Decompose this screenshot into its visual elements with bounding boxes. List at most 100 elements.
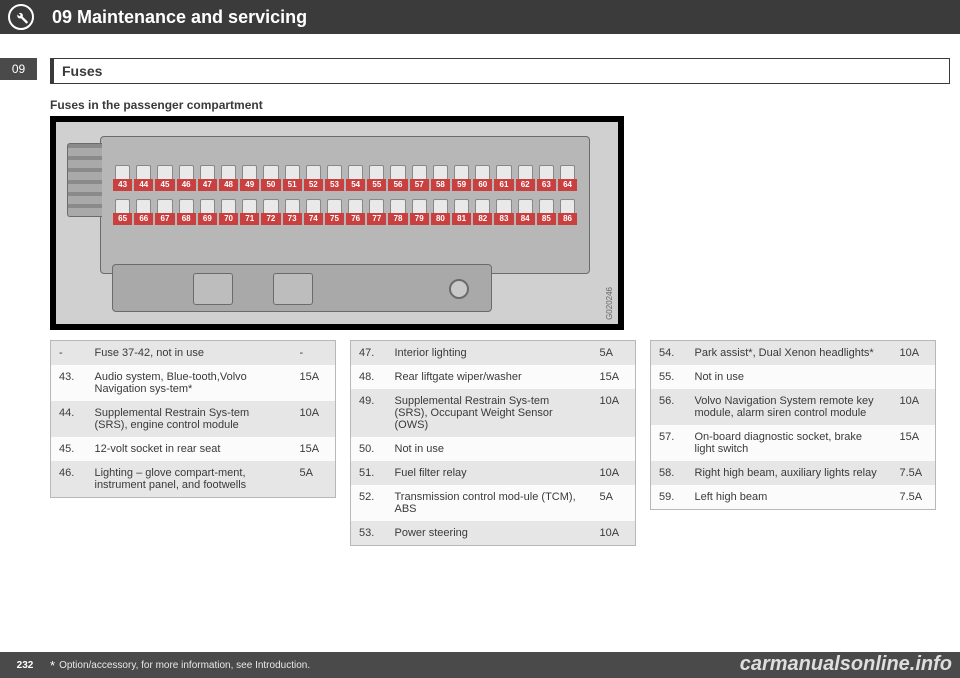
fuse-desc: Supplemental Restrain Sys-tem (SRS), eng… [87, 401, 292, 437]
fuse-number: 47. [351, 341, 387, 366]
fuse-number-label: 86 [558, 213, 577, 225]
fuse-slot: 74 [304, 199, 323, 225]
fuse-number-label: 50 [261, 179, 280, 191]
fuse-number-label: 63 [537, 179, 556, 191]
fuse-table-col2: 47.Interior lighting 5A 48.Rear liftgate w… [350, 340, 636, 546]
fuse-desc: Left high beam [687, 485, 892, 510]
fuse-desc: Interior lighting [387, 341, 592, 366]
fuse-number: 50. [351, 437, 387, 461]
fuse-slot: 50 [261, 165, 280, 191]
table-row: 53.Power steering10A [351, 521, 636, 546]
fuse-number: 55. [651, 365, 687, 389]
fuse-number: 48. [351, 365, 387, 389]
fuse-number-label: 75 [325, 213, 344, 225]
fuse-number: 54. [651, 341, 687, 366]
fuse-number-label: 71 [240, 213, 259, 225]
footnote-text: Option/accessory, for more information, … [59, 660, 310, 671]
fuse-amp: 10A [592, 389, 636, 437]
fuse-slot: 63 [537, 165, 556, 191]
table-row: 48.Rear liftgate wiper/washer15A [351, 365, 636, 389]
fuse-amp: - [292, 341, 336, 366]
fuse-amp: 10A [892, 389, 936, 425]
fuse-slot: 86 [558, 199, 577, 225]
table-row: 50.Not in use [351, 437, 636, 461]
fuse-number-label: 58 [431, 179, 450, 191]
section-title: Fuses [50, 58, 950, 84]
fuse-number-label: 51 [283, 179, 302, 191]
fuse-desc: 12-volt socket in rear seat [87, 437, 292, 461]
fuse-slot: 77 [367, 199, 386, 225]
fuse-number-label: 44 [134, 179, 153, 191]
fuse-slot: 76 [346, 199, 365, 225]
table-row: 49.Supplemental Restrain Sys-tem (SRS), … [351, 389, 636, 437]
fuse-slot: 79 [410, 199, 429, 225]
fuse-slot: 67 [155, 199, 174, 225]
fuse-desc: Park assist*, Dual Xenon headlights* [687, 341, 892, 366]
fuse-slot: 72 [261, 199, 280, 225]
fuse-number-label: 54 [346, 179, 365, 191]
fuse-number-label: 47 [198, 179, 217, 191]
fuse-slot: 62 [516, 165, 535, 191]
fuse-slot: 71 [240, 199, 259, 225]
fuse-number-label: 57 [410, 179, 429, 191]
fuse-slot: 52 [304, 165, 323, 191]
fuse-number-label: 82 [473, 213, 492, 225]
fuse-number: 46. [51, 461, 87, 498]
fuse-number: 53. [351, 521, 387, 546]
table-row: 58.Right high beam, auxiliary lights rel… [651, 461, 936, 485]
fuse-slot: 46 [177, 165, 196, 191]
fuse-slot: 49 [240, 165, 259, 191]
fuse-number: 56. [651, 389, 687, 425]
fuse-slot: 44 [134, 165, 153, 191]
fuse-desc: Rear liftgate wiper/washer [387, 365, 592, 389]
fuse-number: 52. [351, 485, 387, 521]
page-content: Fuses in the passenger compartment 43444… [50, 98, 950, 546]
fuse-number: 49. [351, 389, 387, 437]
fuse-slot: 58 [431, 165, 450, 191]
fuse-number: - [51, 341, 87, 366]
table-row: 54.Park assist*, Dual Xenon headlights*1… [651, 341, 936, 366]
table-row: 59.Left high beam7.5A [651, 485, 936, 510]
fuse-desc: Fuel filter relay [387, 461, 592, 485]
fuse-tables: -Fuse 37-42, not in use-43.Audio system,… [50, 340, 950, 546]
diagram-code: G020246 [605, 287, 614, 320]
fuse-desc: Right high beam, auxiliary lights relay [687, 461, 892, 485]
fuse-rows: 4344454647484950515253545556575859606162… [113, 165, 577, 233]
fuse-slot: 70 [219, 199, 238, 225]
fuse-amp: 5A [592, 485, 636, 521]
table-row: 46.Lighting – glove compart-ment, instru… [51, 461, 336, 498]
page-number: 232 [0, 660, 50, 671]
fuse-amp: 15A [292, 437, 336, 461]
fuse-amp [892, 365, 936, 389]
fuse-desc: Supplemental Restrain Sys-tem (SRS), Occ… [387, 389, 592, 437]
table-row: 51.Fuel filter relay10A [351, 461, 636, 485]
fuse-number-label: 43 [113, 179, 132, 191]
fuse-slot: 73 [283, 199, 302, 225]
fuse-amp: 15A [292, 365, 336, 401]
fuse-slot: 83 [494, 199, 513, 225]
fuse-row-bottom: 6566676869707172737475767778798081828384… [113, 199, 577, 225]
fuse-amp: 10A [592, 461, 636, 485]
fuse-amp: 15A [592, 365, 636, 389]
wrench-icon [8, 4, 34, 30]
fuse-slot: 54 [346, 165, 365, 191]
fuse-number: 44. [51, 401, 87, 437]
fuse-number-label: 70 [219, 213, 238, 225]
fuse-slot: 53 [325, 165, 344, 191]
section-title-wrap: Fuses [50, 58, 950, 84]
fuse-number: 57. [651, 425, 687, 461]
fuse-slot: 57 [410, 165, 429, 191]
fuse-desc: Not in use [387, 437, 592, 461]
fuse-slot: 66 [134, 199, 153, 225]
fuse-number-label: 61 [494, 179, 513, 191]
fuse-slot: 43 [113, 165, 132, 191]
fuse-number-label: 84 [516, 213, 535, 225]
fuse-number-label: 85 [537, 213, 556, 225]
fuse-diagram: 4344454647484950515253545556575859606162… [50, 116, 624, 330]
fuse-number-label: 64 [558, 179, 577, 191]
fuse-number: 58. [651, 461, 687, 485]
fuse-slot: 59 [452, 165, 471, 191]
fuse-amp: 15A [892, 425, 936, 461]
fuse-slot: 78 [388, 199, 407, 225]
fuse-desc: Lighting – glove compart-ment, instrumen… [87, 461, 292, 498]
